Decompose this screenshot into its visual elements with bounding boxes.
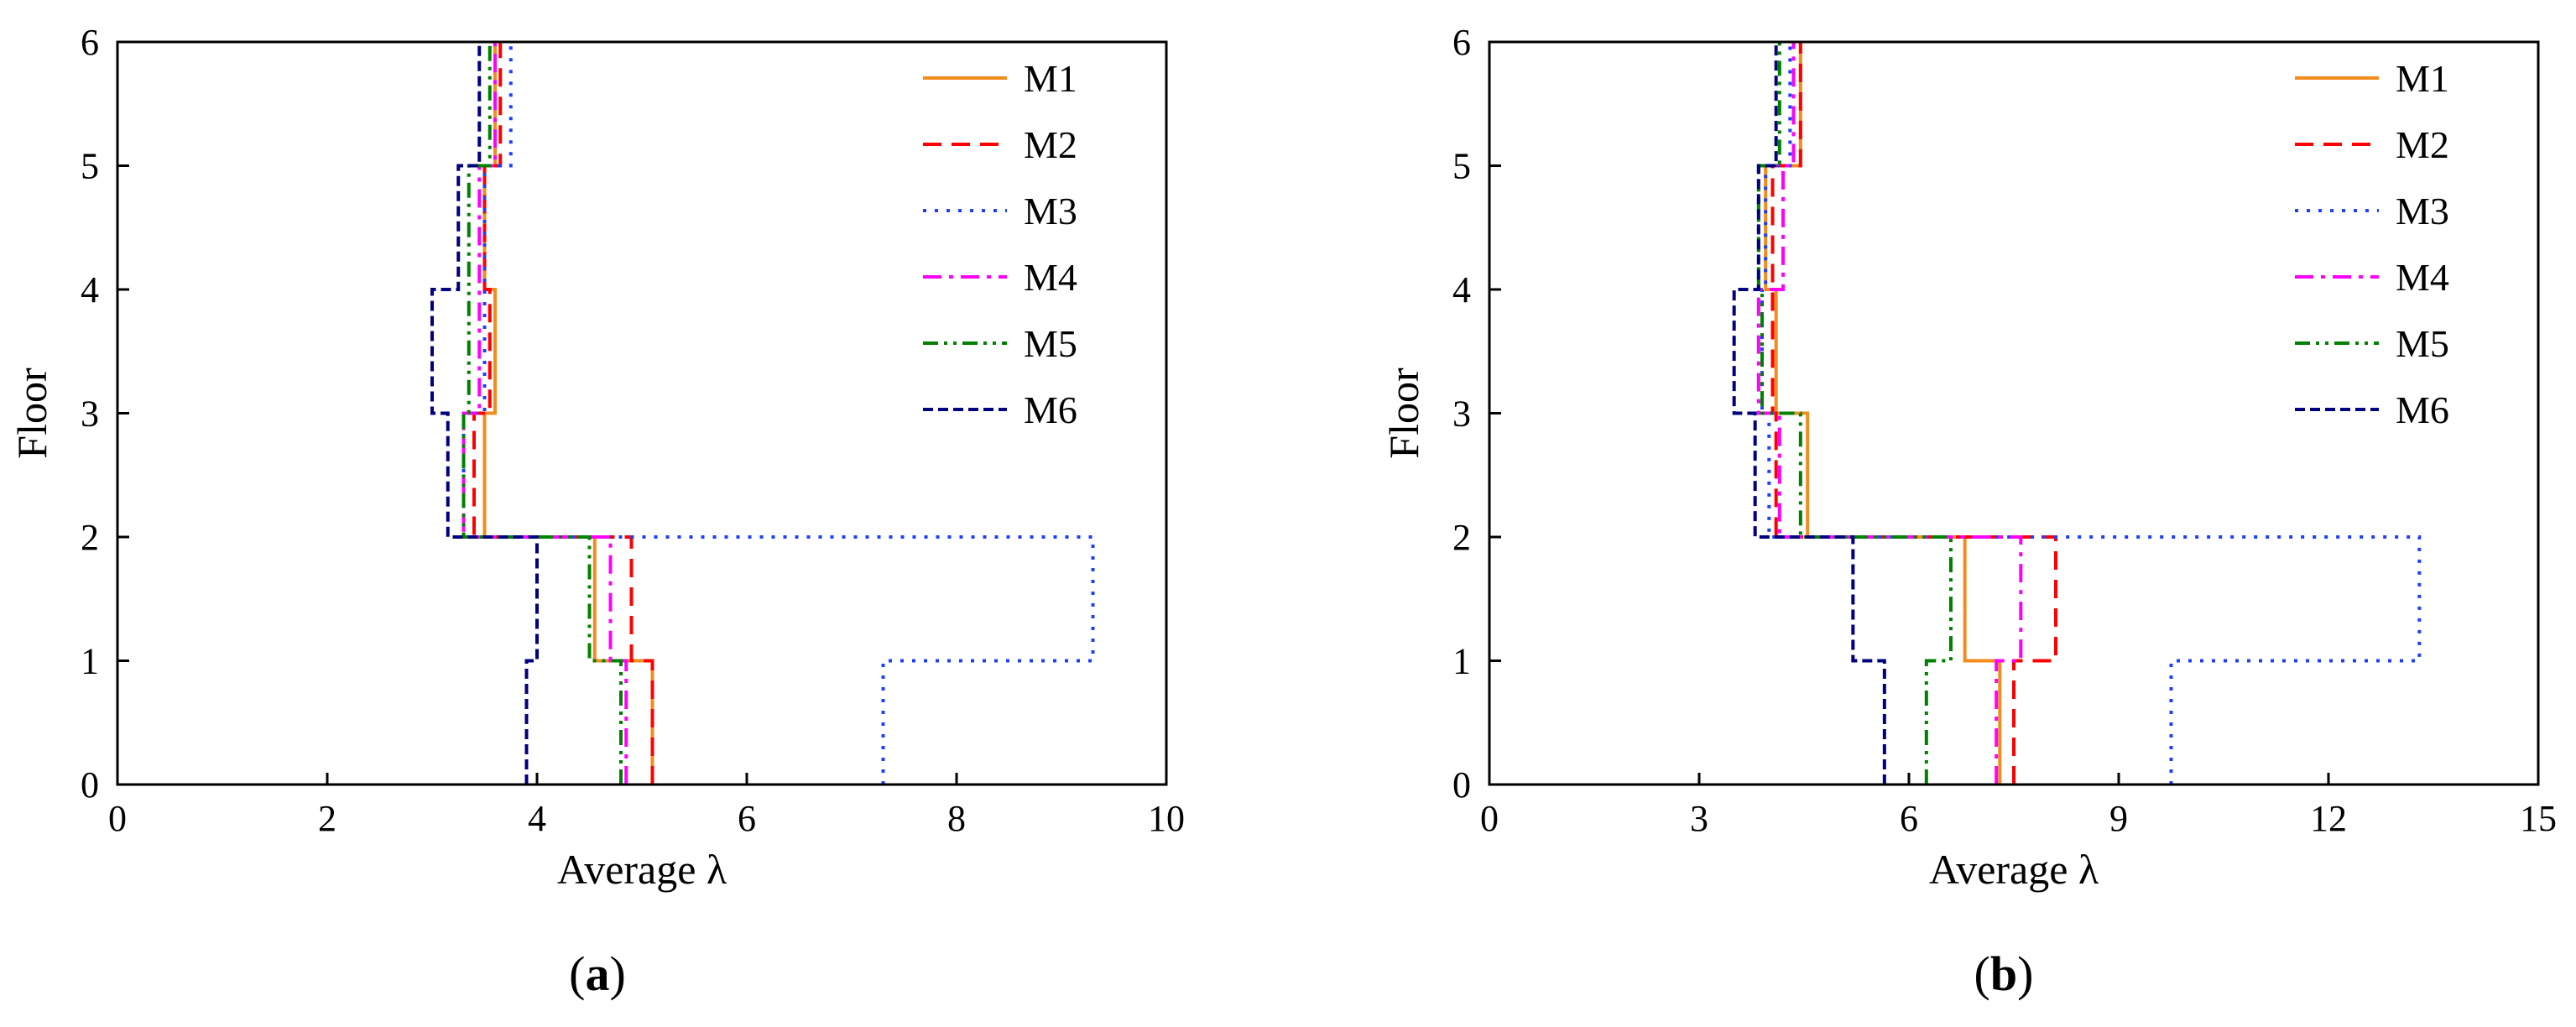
y-tick-label: 2: [1452, 517, 1471, 558]
legend-label-m2: M2: [2396, 123, 2449, 166]
legend-label-m3: M3: [1024, 190, 1077, 232]
y-tick-label: 6: [81, 22, 99, 63]
y-tick-label: 0: [1452, 764, 1471, 805]
series-line-m6: [430, 42, 539, 785]
panel-label: (b): [1974, 946, 2034, 1001]
x-axis-label: Average λ: [1929, 846, 2099, 893]
series-line-m5: [1756, 42, 1953, 785]
legend-label-m4: M4: [2396, 256, 2449, 299]
x-tick-label: 2: [318, 798, 336, 839]
x-tick-label: 9: [2109, 798, 2128, 839]
y-tick-label: 1: [81, 641, 99, 682]
plot-frame: [116, 40, 1168, 786]
legend-label-m1: M1: [1024, 57, 1077, 100]
series-line-m6: [1732, 42, 1886, 785]
panel-a-chart: 0 2 4 6 8 10 0 1 2 3 4 5 6 Average λ Floor M1 M2 M3 M4 M5 M6…: [8, 22, 1185, 1001]
legend: M1 M2 M3 M4 M5 M6: [923, 57, 1077, 431]
legend-label-m6: M6: [1024, 388, 1077, 431]
legend-label-m6: M6: [2396, 388, 2449, 431]
series-line-m4: [1756, 42, 2023, 785]
x-tick-label: 12: [2310, 798, 2347, 839]
y-tick-label: 5: [81, 146, 99, 187]
x-tick-label: 3: [1690, 798, 1708, 839]
series-line-m2: [1770, 42, 2057, 785]
y-tick-label: 2: [81, 517, 99, 558]
y-tick-label: 5: [1452, 146, 1471, 187]
legend-label-m5: M5: [1024, 322, 1077, 365]
x-tick-label: 15: [2520, 798, 2557, 839]
series-line-m3: [1760, 42, 2422, 785]
x-tick-label: 10: [1148, 798, 1185, 839]
legend: M1 M2 M3 M4 M5 M6: [2295, 57, 2449, 431]
series-line-m2: [472, 42, 654, 785]
x-tick-label: 0: [1480, 798, 1499, 839]
x-axis-label: Average λ: [557, 846, 727, 893]
x-tick-label: 0: [108, 798, 127, 839]
y-axis-label: Floor: [8, 368, 55, 459]
y-tick-label: 4: [81, 269, 99, 310]
legend-label-m2: M2: [1024, 123, 1077, 166]
x-tick-label: 6: [738, 798, 756, 839]
legend-label-m4: M4: [1024, 256, 1077, 299]
y-tick-label: 6: [1452, 22, 1471, 63]
y-tick-label: 4: [1452, 269, 1471, 310]
x-tick-label: 4: [528, 798, 546, 839]
legend-label-m3: M3: [2396, 190, 2449, 232]
legend-label-m5: M5: [2396, 322, 2449, 365]
y-tick-label: 1: [1452, 641, 1471, 682]
legend-label-m1: M1: [2396, 57, 2449, 100]
plot-frame: [1488, 40, 2540, 786]
x-tick-label: 8: [947, 798, 966, 839]
y-tick-label: 0: [81, 764, 99, 805]
y-tick-label: 3: [81, 394, 99, 435]
panel-label: (a): [569, 946, 626, 1001]
x-tick-label: 6: [1900, 798, 1918, 839]
series-line-m3: [461, 42, 1095, 785]
y-tick-label: 3: [1452, 394, 1471, 435]
y-axis-label: Floor: [1380, 368, 1427, 459]
